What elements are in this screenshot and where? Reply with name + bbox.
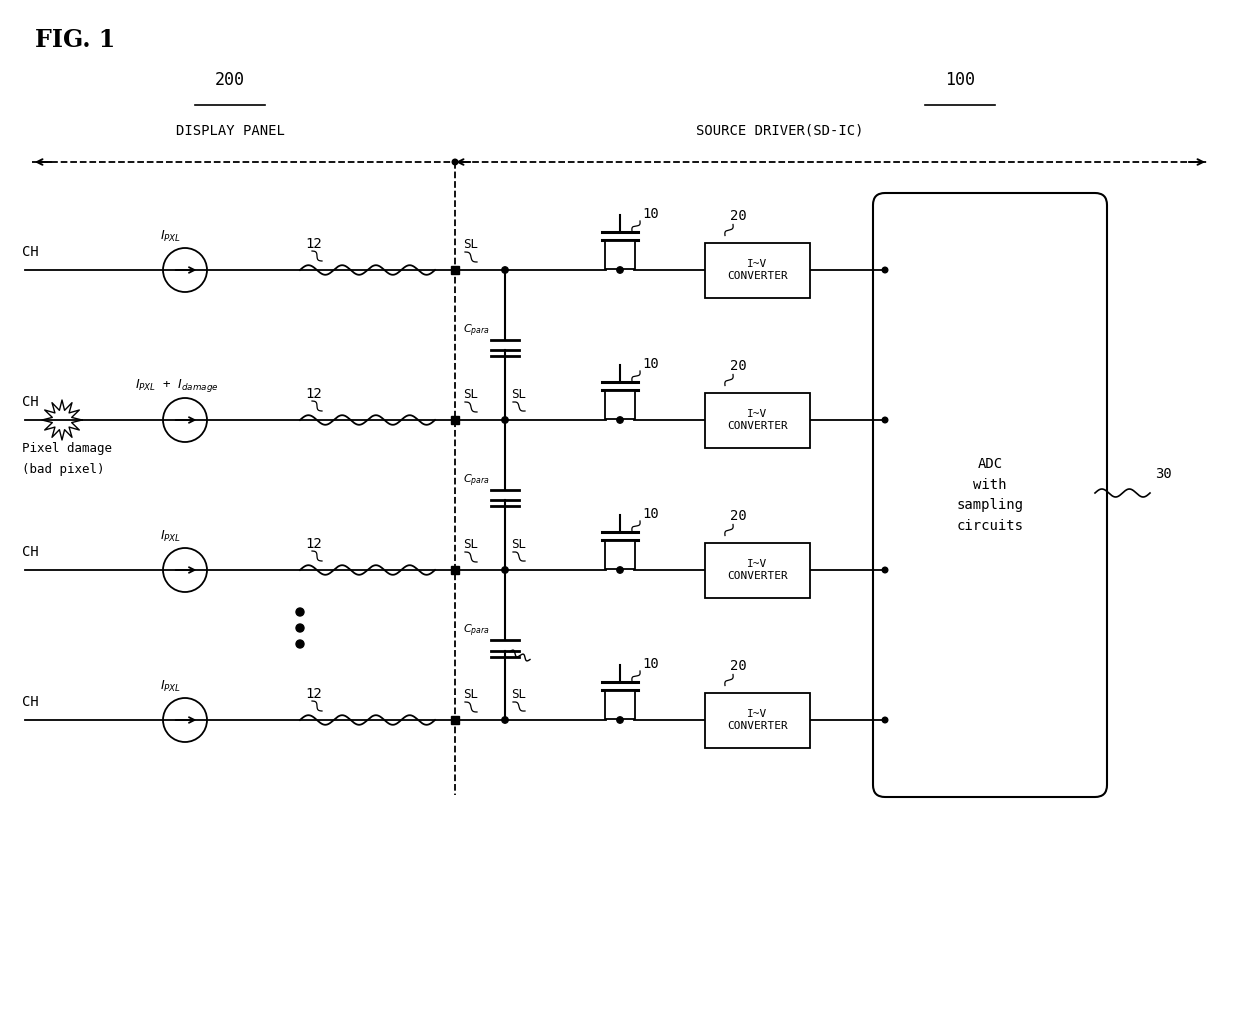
FancyBboxPatch shape <box>605 691 635 719</box>
FancyBboxPatch shape <box>706 242 810 298</box>
Circle shape <box>616 567 624 574</box>
Text: SL: SL <box>463 388 477 401</box>
Text: 10: 10 <box>642 507 658 521</box>
Bar <box>451 716 459 724</box>
Text: 12: 12 <box>305 237 321 251</box>
Bar <box>451 416 459 424</box>
Circle shape <box>296 608 304 616</box>
Text: CH: CH <box>22 245 38 259</box>
FancyBboxPatch shape <box>706 393 810 447</box>
Circle shape <box>616 267 624 273</box>
Text: ADC
with
sampling
circuits: ADC with sampling circuits <box>956 458 1023 533</box>
Text: SOURCE DRIVER(SD-IC): SOURCE DRIVER(SD-IC) <box>696 124 864 138</box>
Circle shape <box>616 717 624 723</box>
Circle shape <box>502 417 508 423</box>
Circle shape <box>296 624 304 632</box>
Text: $I_{PXL}$: $I_{PXL}$ <box>160 229 181 244</box>
Text: SL: SL <box>463 238 477 251</box>
Text: (bad pixel): (bad pixel) <box>22 463 104 476</box>
Text: CH: CH <box>22 545 38 559</box>
FancyBboxPatch shape <box>605 541 635 569</box>
Text: 12: 12 <box>305 687 321 701</box>
Circle shape <box>296 640 304 648</box>
Circle shape <box>502 567 508 574</box>
Text: $I_{PXL}$ + $I_{damage}$: $I_{PXL}$ + $I_{damage}$ <box>135 377 218 394</box>
Text: FIG. 1: FIG. 1 <box>35 28 115 52</box>
Text: 10: 10 <box>642 656 658 671</box>
Text: 10: 10 <box>642 207 658 221</box>
Text: $C_{para}$: $C_{para}$ <box>463 473 490 489</box>
Text: SL: SL <box>463 538 477 551</box>
Text: 12: 12 <box>305 387 321 401</box>
Text: $C_{para}$: $C_{para}$ <box>463 622 490 638</box>
Circle shape <box>882 717 888 723</box>
Text: 30: 30 <box>1154 467 1172 481</box>
Bar <box>451 566 459 574</box>
Circle shape <box>502 267 508 273</box>
Circle shape <box>502 717 508 723</box>
Circle shape <box>616 417 624 423</box>
Text: CH: CH <box>22 395 38 409</box>
Text: 20: 20 <box>730 660 746 674</box>
Text: I~V
CONVERTER: I~V CONVERTER <box>727 560 787 581</box>
Text: 10: 10 <box>642 357 658 371</box>
Text: 12: 12 <box>305 537 321 551</box>
FancyBboxPatch shape <box>605 391 635 419</box>
FancyBboxPatch shape <box>706 542 810 598</box>
Text: SL: SL <box>511 538 526 551</box>
Text: $I_{PXL}$: $I_{PXL}$ <box>160 529 181 544</box>
Text: I~V
CONVERTER: I~V CONVERTER <box>727 260 787 281</box>
Text: Pixel damage: Pixel damage <box>22 442 112 454</box>
Text: SL: SL <box>463 688 477 701</box>
Text: I~V
CONVERTER: I~V CONVERTER <box>727 409 787 431</box>
Text: SL: SL <box>511 388 526 401</box>
Text: 20: 20 <box>730 209 746 223</box>
Circle shape <box>882 417 888 423</box>
Circle shape <box>882 568 888 573</box>
Text: 100: 100 <box>945 71 975 89</box>
Text: $I_{PXL}$: $I_{PXL}$ <box>160 679 181 694</box>
FancyBboxPatch shape <box>873 193 1107 797</box>
Text: 200: 200 <box>215 71 246 89</box>
Text: CH: CH <box>22 695 38 709</box>
Text: DISPLAY PANEL: DISPLAY PANEL <box>176 124 284 138</box>
Text: 20: 20 <box>730 509 746 523</box>
Bar <box>451 266 459 274</box>
FancyBboxPatch shape <box>605 241 635 269</box>
Text: $C_{para}$: $C_{para}$ <box>463 322 490 338</box>
Circle shape <box>882 268 888 273</box>
FancyBboxPatch shape <box>706 693 810 747</box>
Circle shape <box>453 160 458 165</box>
Text: 20: 20 <box>730 360 746 374</box>
Text: I~V
CONVERTER: I~V CONVERTER <box>727 709 787 731</box>
Text: SL: SL <box>511 688 526 701</box>
